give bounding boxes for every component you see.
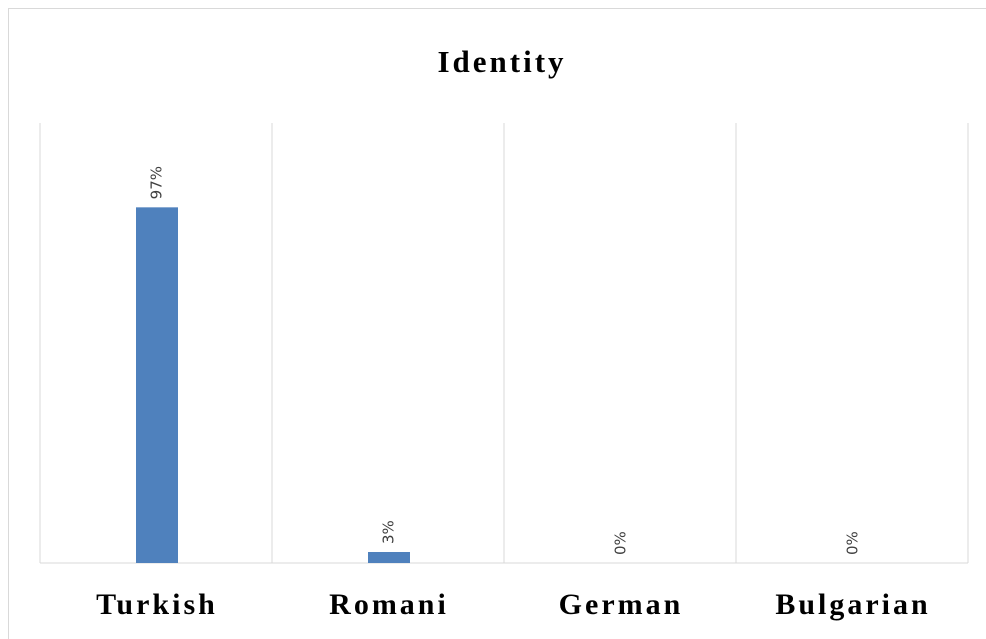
data-label: 3% xyxy=(380,520,398,544)
bar xyxy=(368,552,410,563)
chart-title: Identity xyxy=(437,44,566,79)
x-tick-label: Romani xyxy=(329,588,449,621)
data-label: 97% xyxy=(148,166,166,199)
data-label: 0% xyxy=(612,531,630,555)
bar xyxy=(136,207,178,564)
x-tick-label: Turkish xyxy=(96,588,218,621)
data-label: 0% xyxy=(844,531,862,555)
x-tick-label: German xyxy=(559,588,684,621)
x-tick-label: Bulgarian xyxy=(775,588,930,621)
